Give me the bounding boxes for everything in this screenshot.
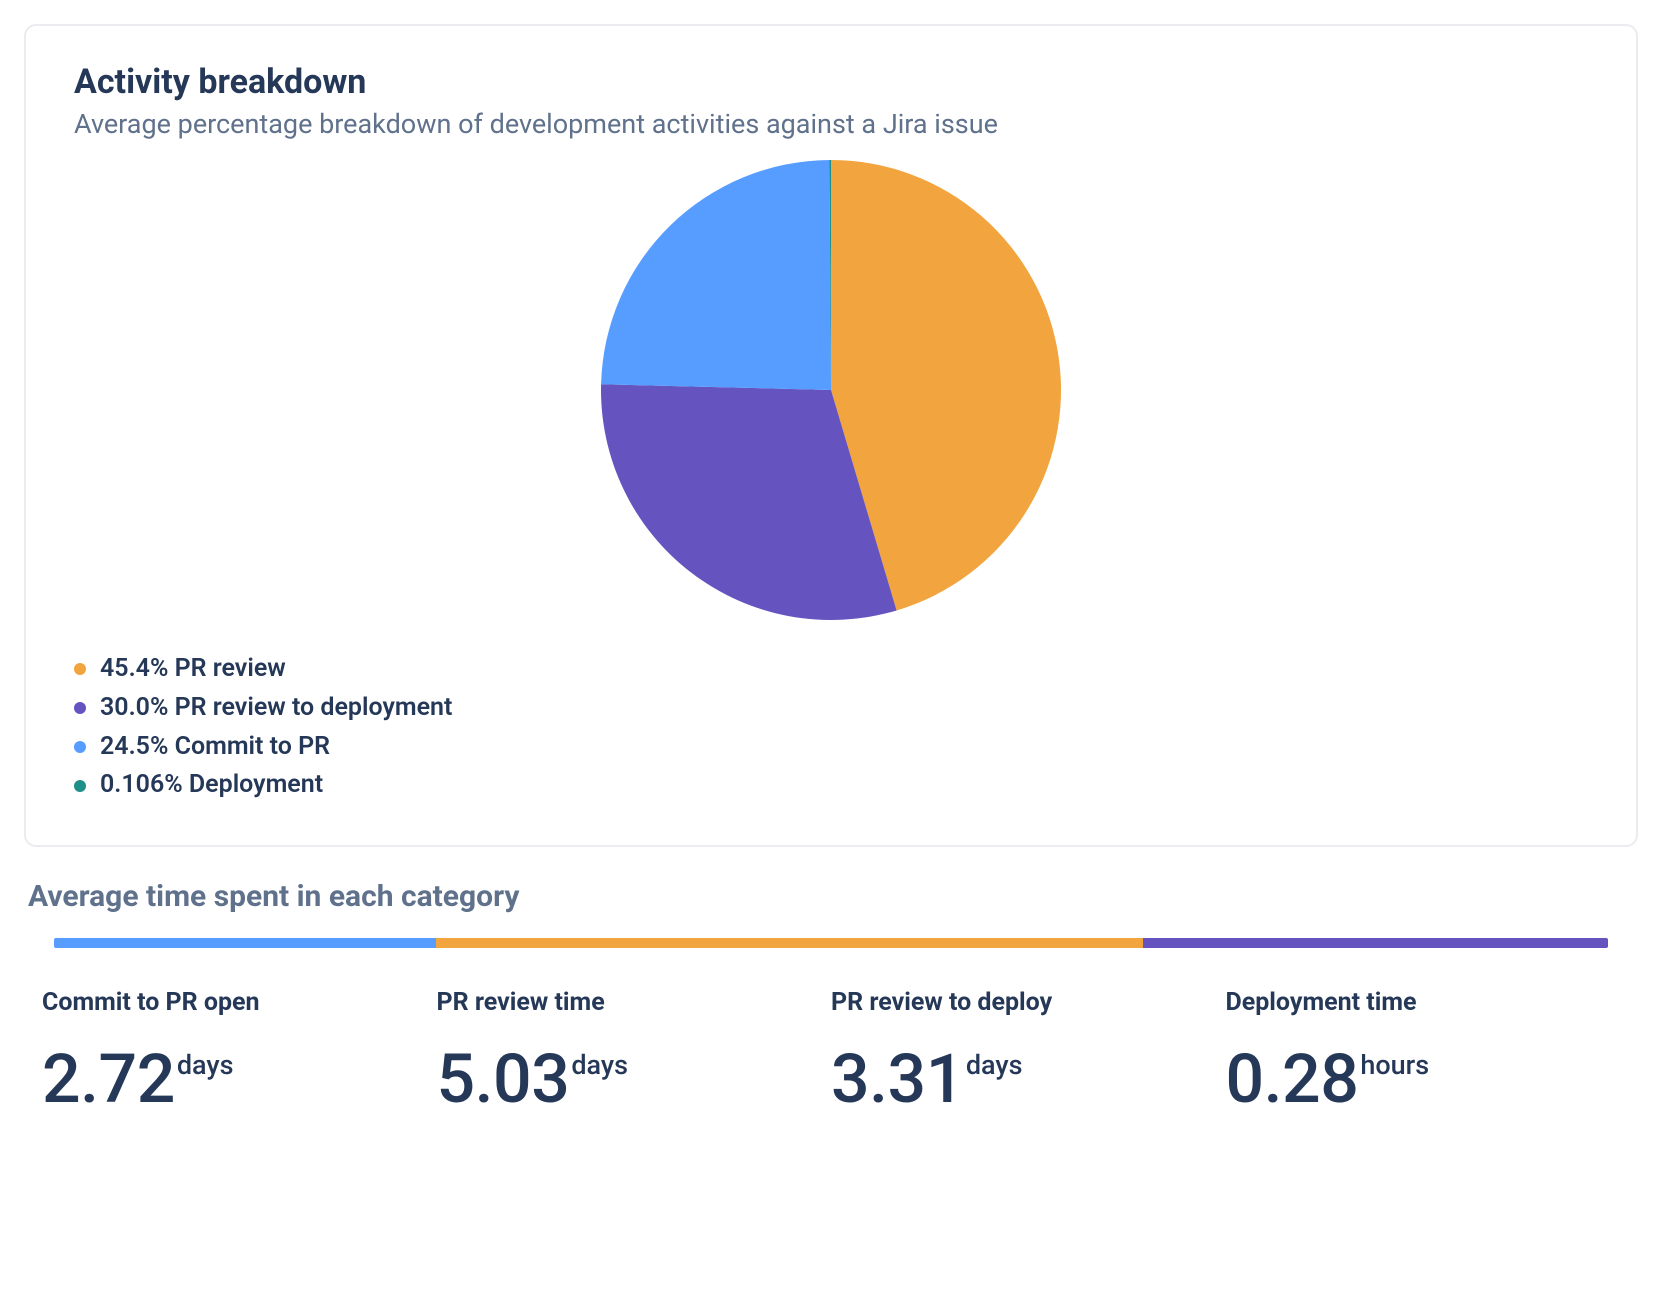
timeline-segment bbox=[54, 938, 436, 948]
stats-row: Commit to PR open2.72daysPR review time5… bbox=[42, 988, 1620, 1113]
stat-value-row: 0.28hours bbox=[1226, 1045, 1605, 1113]
stat-unit: days bbox=[177, 1049, 234, 1081]
pie-slice bbox=[601, 160, 831, 390]
stat-value-row: 3.31days bbox=[831, 1045, 1210, 1113]
timeline-bar bbox=[54, 938, 1608, 948]
stat-label: Deployment time bbox=[1226, 988, 1605, 1017]
legend-label: 24.5% Commit to PR bbox=[100, 728, 330, 767]
card-subtitle: Average percentage breakdown of developm… bbox=[74, 108, 1588, 140]
legend-item: 45.4% PR review bbox=[74, 650, 1588, 689]
card-title: Activity breakdown bbox=[74, 62, 1588, 102]
stat-value: 3.31 bbox=[831, 1045, 964, 1113]
time-section-title: Average time spent in each category bbox=[28, 879, 1638, 914]
stat-label: PR review time bbox=[437, 988, 816, 1017]
pie-chart-container bbox=[74, 160, 1588, 620]
stat-item: Deployment time 0.28hours bbox=[1226, 988, 1621, 1113]
legend-dot bbox=[74, 780, 86, 792]
stat-unit: days bbox=[571, 1049, 628, 1081]
stat-value: 2.72 bbox=[42, 1045, 175, 1113]
stat-label: PR review to deploy bbox=[831, 988, 1210, 1017]
legend-label: 45.4% PR review bbox=[100, 650, 286, 689]
timeline-segment bbox=[1143, 938, 1608, 948]
legend-label: 30.0% PR review to deployment bbox=[100, 689, 452, 728]
legend-dot bbox=[74, 702, 86, 714]
stat-item: PR review to deploy 3.31days bbox=[831, 988, 1226, 1113]
stat-unit: days bbox=[966, 1049, 1023, 1081]
stat-value: 0.28 bbox=[1226, 1045, 1359, 1113]
activity-pie-chart bbox=[601, 160, 1061, 620]
stat-item: Commit to PR open 2.72days bbox=[42, 988, 437, 1113]
legend-item: 30.0% PR review to deployment bbox=[74, 689, 1588, 728]
page-root: Activity breakdown Average percentage br… bbox=[0, 0, 1662, 1137]
pie-legend: 45.4% PR review30.0% PR review to deploy… bbox=[74, 650, 1588, 805]
stat-unit: hours bbox=[1360, 1049, 1429, 1081]
stat-value-row: 2.72days bbox=[42, 1045, 421, 1113]
stat-label: Commit to PR open bbox=[42, 988, 421, 1017]
legend-dot bbox=[74, 741, 86, 753]
stat-item: PR review time 5.03days bbox=[437, 988, 832, 1113]
stat-value-row: 5.03days bbox=[437, 1045, 816, 1113]
legend-dot bbox=[74, 663, 86, 675]
legend-label: 0.106% Deployment bbox=[100, 766, 323, 805]
stat-value: 5.03 bbox=[437, 1045, 570, 1113]
activity-breakdown-card: Activity breakdown Average percentage br… bbox=[24, 24, 1638, 847]
timeline-segment bbox=[436, 938, 1143, 948]
legend-item: 0.106% Deployment bbox=[74, 766, 1588, 805]
legend-item: 24.5% Commit to PR bbox=[74, 728, 1588, 767]
